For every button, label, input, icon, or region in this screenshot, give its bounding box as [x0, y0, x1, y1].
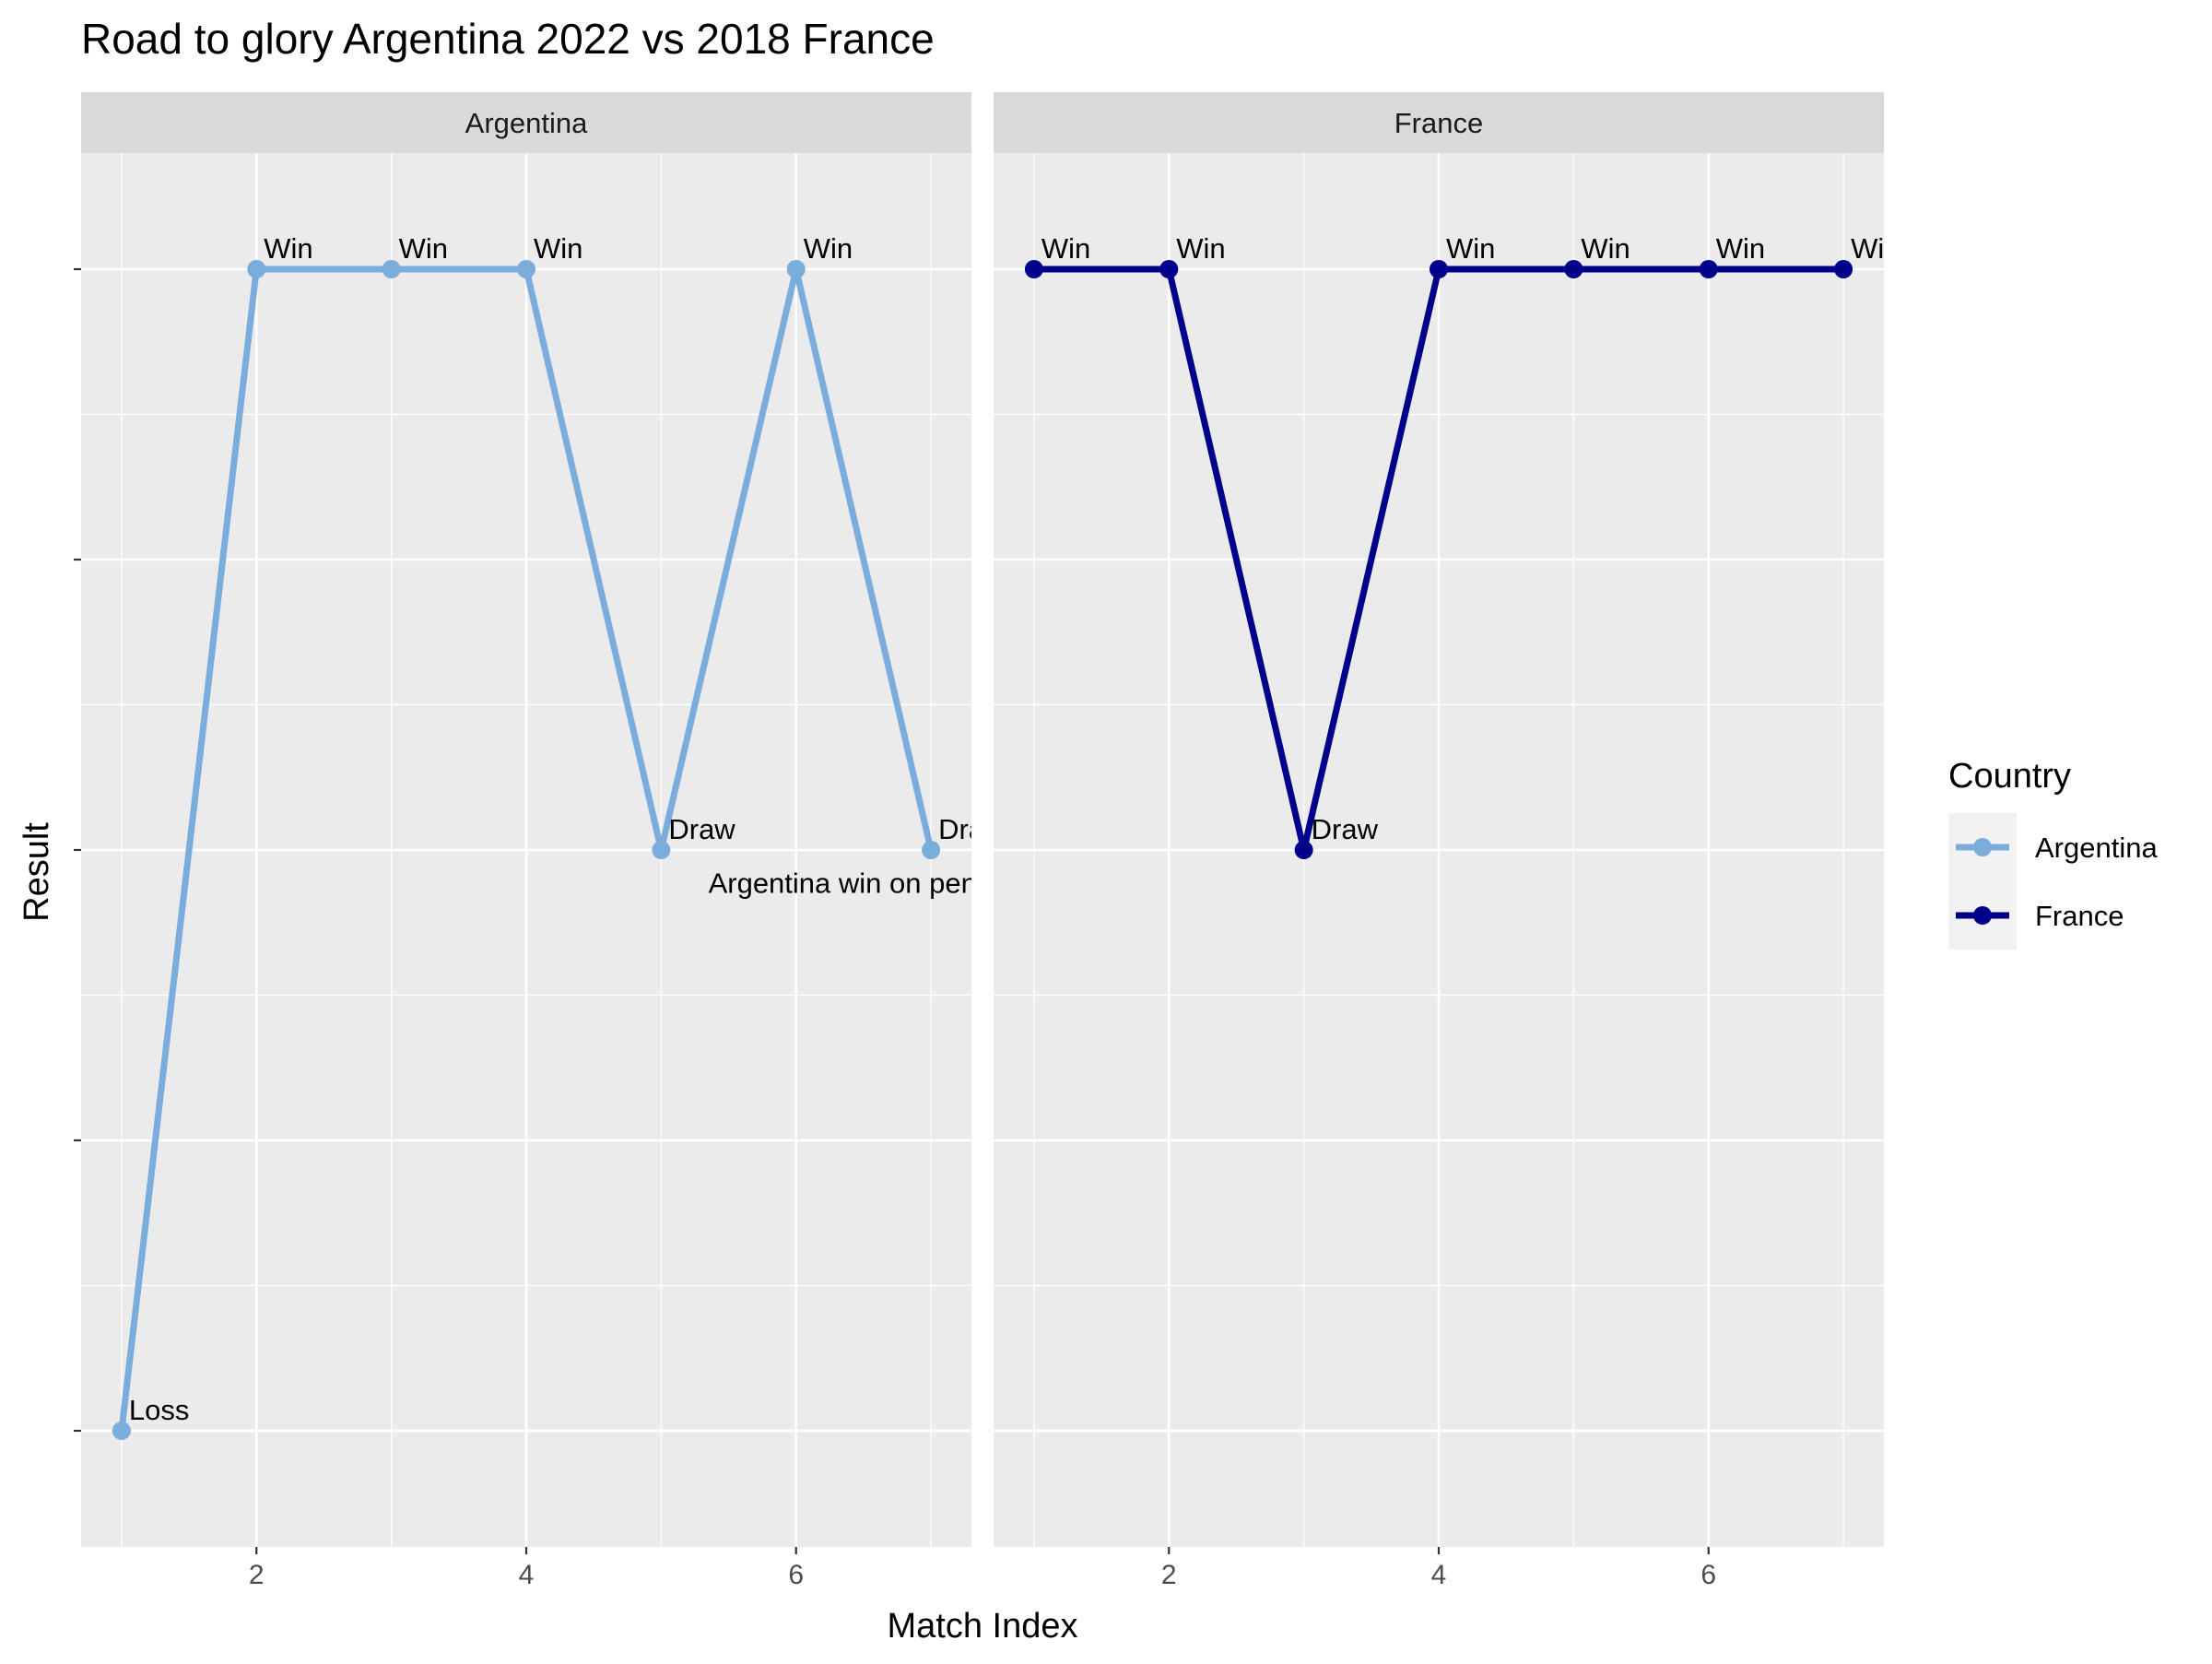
chart-title: Road to glory Argentina 2022 vs 2018 Fra…	[81, 15, 935, 63]
annotation-text: Argentina win on penalties	[709, 867, 1044, 900]
data-point	[1024, 260, 1043, 278]
data-point	[1699, 260, 1718, 278]
legend-key-point	[1973, 838, 1992, 856]
data-point	[922, 841, 941, 859]
data-point	[1159, 260, 1179, 278]
legend-title: Country	[1948, 757, 2071, 796]
legend-entries: Argentina France	[1948, 813, 2158, 950]
data-label: Win	[1581, 232, 1630, 265]
data-label: Win	[534, 232, 582, 265]
data-point	[1294, 841, 1313, 859]
data-label: Win	[804, 232, 853, 265]
x-tick-label: 4	[1431, 1560, 1447, 1590]
x-tick-label: 6	[788, 1560, 804, 1590]
x-tick-label: 2	[249, 1560, 265, 1590]
data-point	[517, 260, 535, 278]
data-point	[1564, 260, 1583, 278]
panel-content: Win Win Draw Win Win Win Win	[1024, 232, 1900, 859]
x-tick-label: 6	[1700, 1560, 1716, 1590]
data-label: Draw	[668, 813, 735, 845]
data-label: Win	[1041, 232, 1090, 265]
panel-argentina: Argentina Loss Win Win Win Draw Win Draw Argenti…	[81, 92, 1044, 1547]
data-label: Loss	[129, 1394, 189, 1426]
data-point	[247, 260, 266, 278]
y-axis-label: Result	[18, 822, 56, 922]
legend-entry-label: Argentina	[2035, 832, 2158, 864]
legend: Country Argentina France	[1948, 757, 2158, 950]
facet-strip	[81, 92, 971, 153]
legend-entry-label: France	[2035, 900, 2124, 932]
facet-strip	[994, 92, 1884, 153]
data-label: Win	[1716, 232, 1765, 265]
data-point	[112, 1422, 131, 1440]
data-point	[786, 260, 806, 278]
axis-layer: 2 4 6 2 4 6	[74, 267, 1716, 1590]
x-tick-label: 2	[1161, 1560, 1177, 1590]
data-point	[652, 841, 671, 859]
data-point	[382, 260, 401, 278]
facet-strip-label: Argentina	[465, 107, 588, 139]
legend-entry-france: France	[1948, 881, 2124, 950]
data-label: Win	[1176, 232, 1225, 265]
facet-strip-label: France	[1394, 107, 1483, 139]
data-label: Win	[264, 232, 312, 265]
data-label: Win	[1446, 232, 1495, 265]
data-label: Win	[399, 232, 448, 265]
data-label: Draw	[1312, 813, 1379, 845]
panel-france: France Win Win Draw Win Win Win Win	[994, 92, 1900, 1547]
panels-layer: Argentina Loss Win Win Win Draw Win Draw Argenti…	[81, 92, 1900, 1547]
data-label: Win	[1851, 232, 1900, 265]
legend-entry-argentina: Argentina	[1948, 813, 2158, 881]
legend-key-point	[1973, 906, 1992, 925]
x-axis-label: Match Index	[888, 1607, 1078, 1646]
panel-content: Loss Win Win Win Draw Win Draw Argentina win on…	[112, 232, 1044, 1440]
data-point	[1430, 260, 1448, 278]
data-label: Draw	[938, 813, 1006, 845]
x-tick-label: 4	[519, 1560, 535, 1590]
data-point	[1834, 260, 1853, 278]
